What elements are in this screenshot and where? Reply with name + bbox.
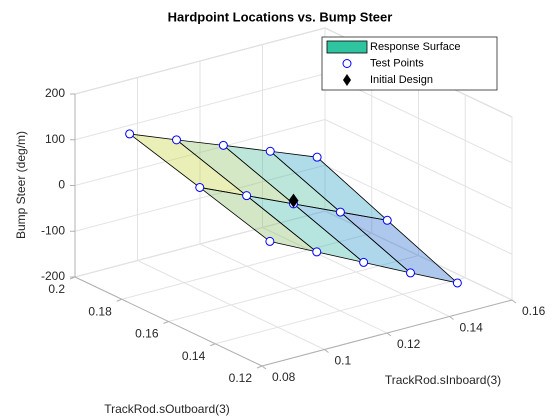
z-axis-label: Bump Steer (deg/m) — [14, 131, 28, 239]
y-tick-label: 0.2 — [48, 282, 65, 296]
test-point — [382, 215, 392, 225]
test-point — [125, 129, 135, 139]
x-axis-label: TrackRod.sInboard(3) — [385, 373, 501, 387]
y-tick-label: 0.14 — [182, 349, 206, 363]
test-point — [312, 247, 322, 257]
y-tick-label: 0.16 — [135, 327, 159, 341]
x-tick — [511, 299, 517, 304]
x-tick-label: 0.14 — [460, 321, 484, 335]
x-tick-label: 0.1 — [335, 354, 352, 368]
grid-line — [215, 277, 466, 345]
test-point — [172, 135, 181, 145]
z-tick-label: 100 — [45, 132, 65, 146]
test-point — [312, 152, 322, 162]
test-point — [242, 191, 252, 201]
x-tick — [386, 332, 392, 337]
y-tick — [210, 343, 216, 347]
grid-line — [74, 27, 326, 95]
grid-line — [121, 232, 372, 300]
z-tick-label: -200 — [41, 269, 65, 283]
grid-line — [74, 73, 326, 141]
test-point — [359, 257, 369, 267]
x-tick-label: 0.16 — [522, 304, 546, 318]
legend-label: Test Points — [370, 57, 424, 69]
grid-line — [168, 255, 419, 322]
z-tick-label: 200 — [45, 86, 65, 100]
grid-line — [324, 164, 513, 255]
x-tick — [449, 316, 454, 320]
x-tick-label: 0.08 — [272, 370, 296, 384]
grid-line — [324, 119, 513, 209]
legend-swatch — [342, 59, 352, 68]
legend-swatch — [343, 74, 351, 86]
legend-label: Initial Design — [370, 74, 433, 86]
test-point — [218, 140, 228, 150]
grid-line — [74, 119, 326, 186]
chart-title: Hardpoint Locations vs. Bump Steer — [168, 9, 393, 24]
test-point — [406, 268, 415, 278]
test-point — [265, 146, 275, 156]
x-tick-label: 0.12 — [397, 337, 421, 351]
x-tick — [324, 349, 329, 353]
legend-label: Response Surface — [370, 41, 461, 53]
grid-line — [74, 210, 326, 278]
test-point — [195, 182, 205, 192]
legend-swatch — [326, 40, 368, 54]
test-point — [335, 207, 345, 217]
y-axis-label: TrackRod.sOutboard(3) — [104, 402, 230, 416]
x-tick — [261, 365, 267, 370]
grid-line — [74, 164, 326, 232]
y-tick-label: 0.12 — [229, 371, 253, 385]
test-point — [265, 236, 275, 246]
y-tick-label: 0.18 — [88, 304, 112, 318]
test-point — [452, 278, 462, 288]
z-tick-label: 0 — [58, 178, 65, 192]
z-tick-label: -100 — [41, 223, 65, 237]
y-tick — [256, 365, 263, 369]
initial-design — [288, 193, 299, 208]
y-tick — [116, 298, 122, 302]
y-tick — [163, 321, 169, 324]
